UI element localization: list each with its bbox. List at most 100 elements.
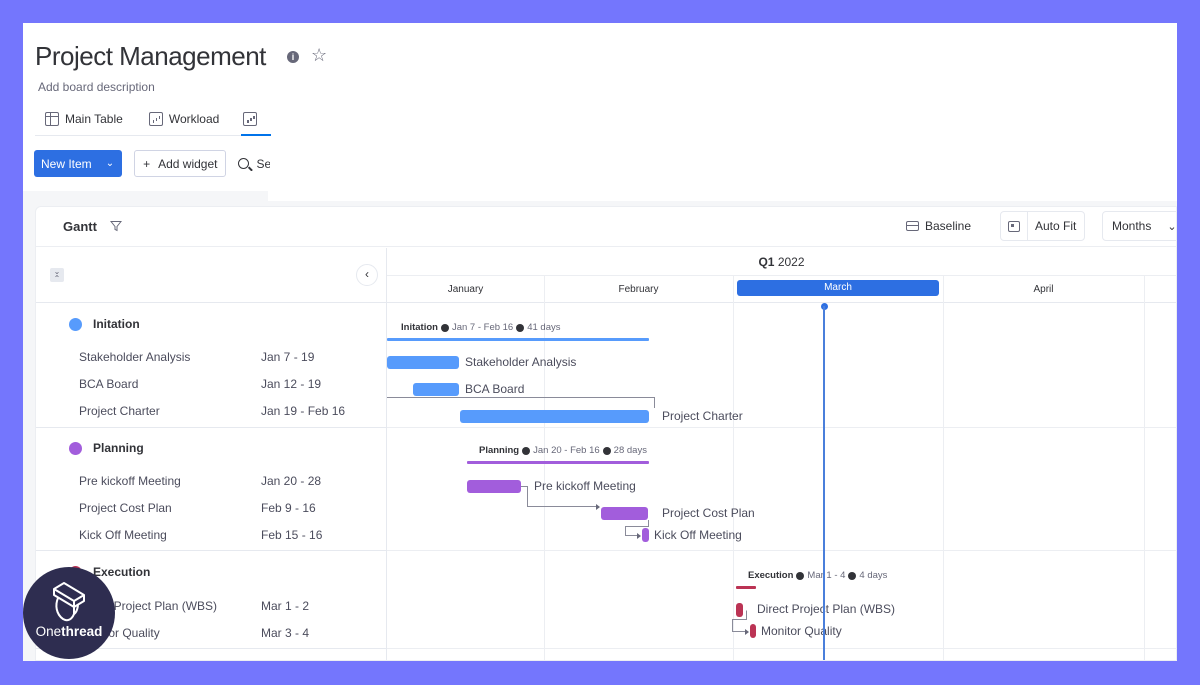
group-span-line	[387, 338, 649, 341]
tab-label: Workload	[168, 112, 220, 126]
task-name: Project Charter	[79, 404, 160, 418]
dependency-connector	[732, 620, 746, 632]
summary-duration: 4 days	[859, 570, 888, 581]
collapse-pane-button[interactable]: ‹	[356, 264, 378, 286]
dot-icon	[796, 571, 805, 580]
task-bar[interactable]	[387, 356, 459, 369]
task-dates: Jan 20 - 28	[261, 474, 322, 488]
quarter-header: Q1 2022	[387, 248, 1176, 276]
table-home-icon	[45, 112, 59, 126]
task-row[interactable]: Project Cost Plan Feb 9 - 16	[79, 501, 386, 517]
task-bar[interactable]	[750, 624, 756, 638]
star-icon[interactable]: ☆	[311, 45, 328, 65]
brand-name: Onethread	[23, 624, 115, 639]
bar-label: Stakeholder Analysis	[465, 355, 577, 369]
calendar-button[interactable]	[1001, 212, 1028, 240]
tab-main-table[interactable]: Main Table	[35, 103, 133, 135]
baseline-button[interactable]: Baseline	[906, 219, 971, 233]
chart-icon	[243, 112, 258, 126]
info-icon[interactable]: i	[287, 51, 299, 63]
row-divider	[387, 648, 1176, 649]
tab-gantt[interactable]	[233, 103, 272, 136]
bar-label: Kick Off Meeting	[654, 528, 742, 542]
arrow-icon	[745, 629, 749, 635]
search-button[interactable]: Search	[238, 157, 270, 171]
chevron-down-icon: ⌄	[1167, 220, 1177, 233]
month-april: April	[1033, 284, 1054, 295]
task-row[interactable]: BCA Board Jan 12 - 19	[79, 377, 386, 393]
dot-icon	[516, 323, 525, 332]
task-bar[interactable]	[642, 528, 649, 542]
chevron-down-icon[interactable]: ⌄	[105, 158, 115, 169]
task-row[interactable]: Stakeholder Analysis Jan 7 - 19	[79, 350, 386, 366]
task-name: Pre kickoff Meeting	[79, 474, 181, 488]
scale-select[interactable]: Months ⌄	[1102, 211, 1177, 241]
calendar-icon	[1008, 220, 1020, 232]
board-description[interactable]: Add board description	[38, 80, 155, 94]
task-bar[interactable]	[601, 507, 648, 520]
group-name: Initation	[93, 317, 140, 331]
gridline	[1144, 276, 1145, 660]
new-item-button[interactable]: New Item ⌄	[34, 150, 123, 177]
today-line	[823, 306, 825, 660]
auto-fit-button[interactable]: Auto Fit	[1000, 211, 1086, 241]
summary-name: Initation	[401, 322, 438, 333]
dependency-connector	[625, 527, 639, 536]
group-header[interactable]: Initation	[69, 317, 140, 331]
row-divider	[387, 427, 1176, 428]
task-bar[interactable]	[467, 480, 521, 493]
bar-label: Project Charter	[662, 409, 743, 423]
task-row[interactable]: Direct Project Plan (WBS) Mar 1 - 2	[79, 599, 386, 615]
task-bar[interactable]	[460, 410, 649, 423]
task-row[interactable]: Project Charter Jan 19 - Feb 16	[79, 404, 386, 420]
task-dates: Feb 15 - 16	[261, 528, 323, 542]
arrow-icon	[637, 533, 641, 539]
bar-label: Pre kickoff Meeting	[534, 479, 636, 493]
gantt-header: Gantt Baseline Auto Fit Months ⌄	[36, 207, 1176, 247]
summary-duration: 41 days	[527, 322, 561, 333]
search-label: Search	[256, 156, 271, 171]
tab-workload[interactable]: Workload	[139, 103, 229, 135]
group-color-dot	[69, 317, 82, 331]
gridline	[943, 276, 944, 660]
task-dates: Jan 19 - Feb 16	[261, 404, 346, 418]
gridline	[544, 276, 545, 660]
dot-icon	[522, 446, 531, 455]
task-bar[interactable]	[413, 383, 459, 396]
task-name: Kick Off Meeting	[79, 528, 167, 542]
dot-icon	[602, 446, 611, 455]
group-header[interactable]: Planning	[69, 441, 144, 455]
group-span-line	[736, 586, 756, 589]
task-name: Project Cost Plan	[79, 501, 172, 515]
task-row[interactable]: Pre kickoff Meeting Jan 20 - 28	[79, 474, 386, 490]
group-initiation: Initation Stakeholder Analysis Jan 7 - 1…	[36, 304, 386, 428]
bar-label: Direct Project Plan (WBS)	[757, 602, 896, 616]
month-march[interactable]: March	[737, 280, 939, 296]
group-name: Planning	[93, 441, 144, 455]
gridline	[733, 276, 734, 660]
brand-light: One	[35, 624, 62, 639]
view-tabs: Main Table Workload	[35, 103, 272, 136]
row-divider	[387, 550, 1176, 551]
bar-label: Project Cost Plan	[662, 506, 755, 520]
add-widget-button[interactable]: + Add widget	[134, 150, 227, 177]
task-bar[interactable]	[736, 603, 743, 617]
task-dates: Mar 3 - 4	[261, 626, 310, 640]
task-dates: Mar 1 - 2	[261, 599, 310, 613]
filter-icon[interactable]	[110, 220, 122, 232]
group-summary: Execution Mar 1 - 4 4 days	[748, 570, 887, 581]
task-dates: Jan 7 - 19	[261, 350, 315, 364]
dot-icon	[848, 571, 857, 580]
summary-duration: 28 days	[613, 445, 647, 456]
tab-label: Main Table	[65, 112, 123, 126]
collapse-all-icon[interactable]: ⌄ ⌃	[50, 268, 64, 283]
group-summary: Initation Jan 7 - Feb 16 41 days	[401, 322, 561, 333]
task-row[interactable]: Monitor Quality Mar 3 - 4	[79, 626, 386, 642]
dot-icon	[440, 323, 449, 332]
arrow-icon	[596, 504, 600, 510]
search-icon	[238, 158, 250, 169]
task-row[interactable]: Kick Off Meeting Feb 15 - 16	[79, 528, 386, 544]
plus-icon: +	[143, 156, 151, 171]
bar-label: Monitor Quality	[761, 624, 842, 638]
onethread-watermark: Onethread	[23, 567, 115, 659]
